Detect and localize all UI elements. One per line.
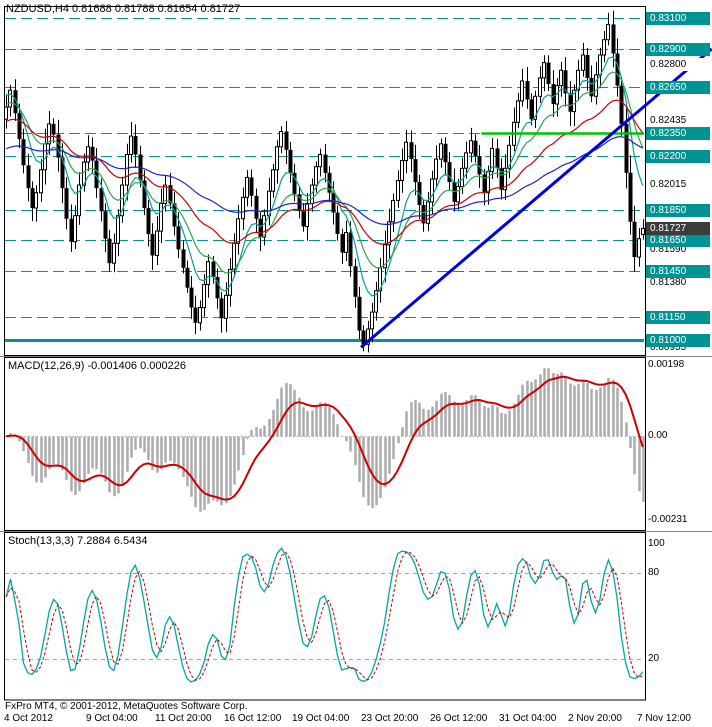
moving-average-34[interactable] — [5, 99, 644, 245]
macd-indicator-title: MACD(12,26,9) -0.001406 0.000226 — [8, 360, 186, 372]
time-axis-label: 4 Oct 2012 — [4, 713, 53, 724]
bull-candles — [4, 23, 645, 345]
time-axis-label: 7 Nov 12:00 — [637, 713, 691, 724]
moving-average-8[interactable] — [6, 56, 644, 297]
current-price-label: 0.81727 — [646, 222, 710, 235]
moving-average-72[interactable] — [5, 136, 644, 225]
time-axis-label: 11 Oct 20:00 — [155, 713, 212, 724]
trendline[interactable] — [360, 47, 712, 349]
time-axis-label: 16 Oct 12:00 — [224, 713, 282, 724]
time-axis-label: 2 Nov 20:00 — [568, 713, 622, 724]
chart-title: NZDUSD,H4 0.81688 0.81788 0.81654 0.8172… — [6, 3, 241, 15]
time-axis[interactable]: 4 Oct 2012 9 Oct 04:00 11 Oct 20:00 16 Oct … — [0, 713, 712, 727]
stoch-main-line — [5, 547, 644, 683]
macd-histogram — [5, 368, 645, 512]
time-axis-label: 26 Oct 12:00 — [430, 713, 488, 724]
macd-signal-line — [6, 375, 644, 501]
panel-borders — [4, 6, 646, 701]
stoch-indicator-title: Stoch(13,3,3) 7.2884 6.5434 — [8, 535, 148, 547]
time-axis-label: 9 Oct 04:00 — [86, 713, 138, 724]
stoch-signal-line — [5, 551, 643, 681]
panel-divider-stoch[interactable] — [0, 531, 712, 532]
copyright-text: FxPro MT4, © 2001-2012, MetaQuotes Softw… — [5, 701, 248, 712]
support-resistance-lines[interactable] — [5, 18, 644, 342]
time-axis-label: 19 Oct 04:00 — [292, 713, 350, 724]
panel-divider-macd[interactable] — [0, 356, 712, 357]
time-axis-label: 23 Oct 20:00 — [361, 713, 419, 724]
candle-wicks — [6, 10, 644, 353]
time-axis-label: 31 Oct 04:00 — [499, 713, 557, 724]
